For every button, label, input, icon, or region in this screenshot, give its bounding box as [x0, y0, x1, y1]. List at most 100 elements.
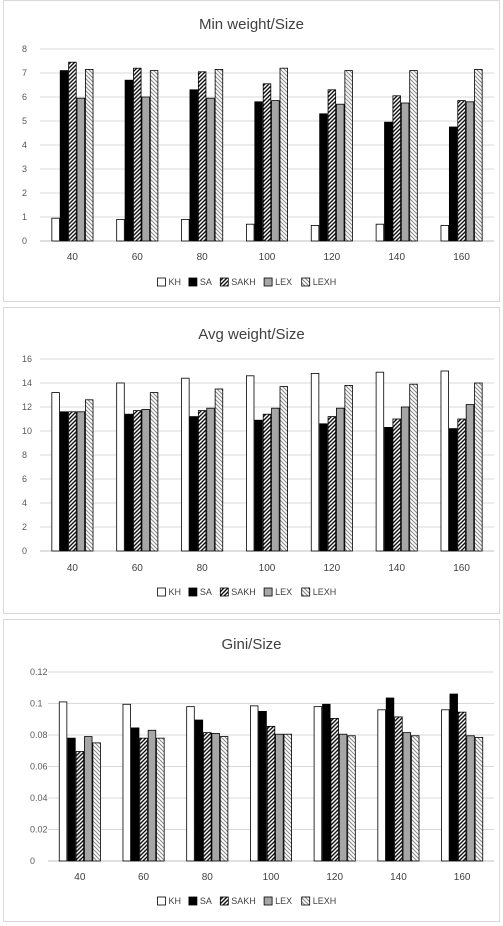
bar-sakh-80: [197, 71, 207, 242]
bar-lex-40: [76, 411, 86, 552]
x-tick-label: 60: [132, 563, 144, 574]
bar-lex-120: [336, 407, 345, 552]
x-tick-label: 80: [202, 872, 214, 883]
bar-sa-160: [449, 693, 458, 862]
bar-lexh-100: [279, 386, 288, 552]
bar-lexh-160: [474, 69, 483, 242]
chart-panel-avg-weight: Avg weight/Size 0 2 4 6 8 10 12 14 16 40 60 80 100 120…: [3, 307, 500, 614]
bar-kh-160: [440, 224, 449, 242]
bar-sakh-60: [133, 67, 142, 242]
bar-lex-160: [465, 404, 475, 552]
bar-lexh-60: [149, 392, 159, 552]
bar-sa-140: [384, 121, 393, 242]
bar-sakh-80: [203, 732, 212, 862]
y-tick-label: 7: [22, 68, 27, 78]
bar-sakh-160: [457, 100, 466, 242]
bar-lex-140: [400, 406, 410, 552]
legend-label-lex: LEX: [275, 587, 292, 597]
bar-lex-60: [147, 729, 157, 862]
bar-sakh-60: [133, 410, 142, 552]
bar-lex-100: [275, 733, 284, 862]
bar-sa-40: [59, 411, 69, 552]
bar-lex-100: [271, 407, 280, 552]
bar-kh-80: [186, 706, 195, 862]
y-tick-label: 0.04: [30, 793, 48, 803]
x-tick-label: 100: [263, 872, 280, 883]
bar-kh-60: [116, 218, 125, 242]
bar-kh-60: [116, 382, 125, 552]
bar-kh-100: [249, 705, 259, 862]
x-tick-label: 160: [454, 872, 471, 883]
x-tick-label: 40: [67, 563, 79, 574]
bar-lex-140: [400, 102, 410, 242]
bar-lex-140: [402, 732, 412, 862]
legend-label-sakh: SAKH: [231, 277, 256, 287]
bar-sakh-40: [75, 751, 85, 862]
bar-lexh-140: [409, 70, 418, 242]
y-tick-label: 10: [22, 426, 32, 436]
bar-kh-80: [181, 377, 190, 552]
x-tick-label: 60: [138, 872, 150, 883]
y-tick-label: 6: [22, 92, 27, 102]
y-tick-label: 4: [22, 140, 27, 150]
legend-swatch-sa: [188, 277, 198, 287]
bar-sakh-80: [197, 410, 207, 552]
chart-min-weight: Min weight/Size 0 1 2 3 4 5 6 7 8 40 60 80 100 120 140 1…: [22, 16, 494, 287]
legend: KH SA SAKH LEX LEXH: [157, 277, 336, 287]
bar-lex-80: [211, 733, 220, 862]
y-tick-label: 12: [22, 402, 32, 412]
bar-lex-120: [338, 733, 348, 862]
y-tick-label: 8: [22, 44, 27, 54]
chart-title: Gini/Size: [221, 636, 281, 653]
bar-kh-140: [375, 371, 385, 552]
bar-sa-60: [130, 727, 140, 862]
bar-kh-40: [58, 701, 68, 862]
bar-kh-160: [440, 370, 449, 552]
y-tick-label: 5: [22, 116, 27, 126]
y-tick-label: 0.12: [30, 667, 48, 677]
bar-sa-80: [194, 719, 204, 862]
bar-lexh-40: [85, 399, 94, 552]
bar-lexh-160: [474, 736, 484, 862]
bar-lexh-140: [411, 735, 420, 862]
bar-kh-100: [245, 375, 255, 552]
bar-lex-60: [141, 409, 150, 552]
bar-lex-160: [465, 101, 475, 242]
chart-panel-gini: Gini/Size 0 0.02 0.04 0.06 0.08 0.1 0.12 40 60 80 1…: [3, 619, 500, 922]
bar-sakh-160: [457, 711, 467, 862]
x-tick-label: 80: [197, 252, 209, 263]
y-tick-label: 4: [22, 498, 27, 508]
legend: KH SA SAKH LEX LEXH: [157, 896, 336, 906]
bar-sakh-100: [266, 725, 276, 862]
x-tick-label: 140: [388, 252, 405, 263]
x-tick-label: 160: [453, 252, 470, 263]
bar-kh-100: [245, 223, 255, 242]
legend-swatch-lexh: [301, 277, 311, 287]
chart-title: Avg weight/Size: [198, 326, 304, 343]
bar-lexh-100: [283, 733, 292, 862]
bar-kh-160: [441, 709, 450, 862]
bar-kh-140: [375, 223, 385, 242]
bar-lexh-120: [347, 735, 356, 862]
bar-sa-40: [67, 737, 76, 862]
bar-lexh-160: [474, 382, 483, 552]
bar-lexh-40: [85, 69, 94, 242]
bar-lexh-60: [149, 70, 159, 242]
legend-swatch-kh: [157, 896, 166, 906]
legend-label-lex: LEX: [275, 896, 292, 906]
legend-label-kh: KH: [169, 587, 182, 597]
x-tick-label: 40: [74, 872, 86, 883]
legend-label-sa: SA: [200, 587, 212, 597]
x-tick-label: 140: [390, 872, 407, 883]
x-tick-label: 60: [132, 252, 144, 263]
x-tick-label: 120: [326, 872, 343, 883]
bar-sakh-100: [262, 83, 272, 242]
legend-label-kh: KH: [169, 277, 182, 287]
legend-swatch-lexh: [301, 587, 311, 597]
bar-kh-140: [377, 709, 386, 862]
y-tick-label: 0: [22, 546, 27, 556]
y-tick-label: 14: [22, 378, 32, 388]
bar-lex-100: [271, 100, 280, 242]
y-tick-label: 0: [30, 856, 35, 866]
bar-lexh-80: [214, 388, 224, 552]
